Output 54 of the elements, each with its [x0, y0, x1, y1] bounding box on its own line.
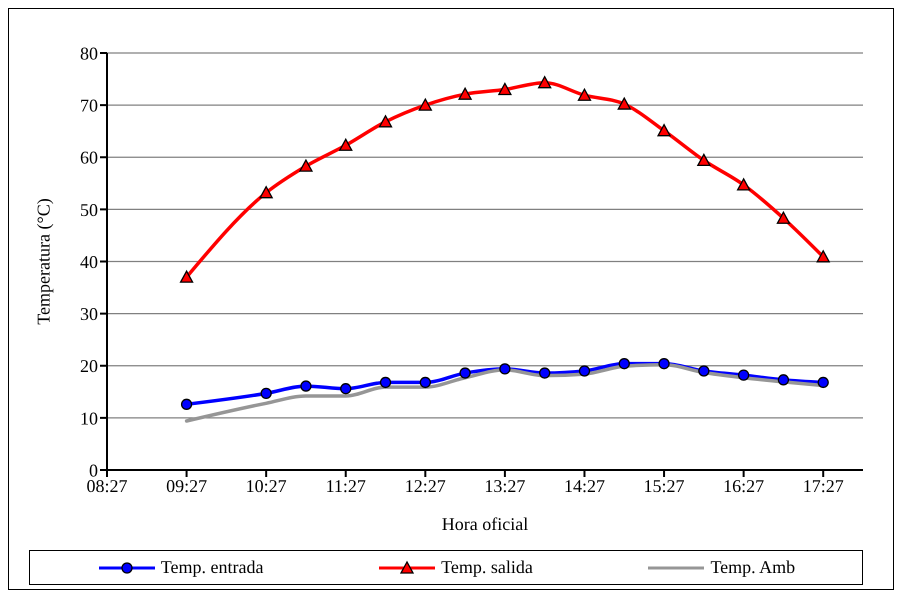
legend-label: Temp. Amb	[710, 557, 796, 578]
point	[260, 388, 272, 400]
point	[299, 159, 313, 172]
y-tick-label: 70	[80, 96, 98, 116]
point	[380, 376, 392, 388]
point	[698, 365, 710, 377]
legend-label: Temp. entrada	[160, 557, 264, 578]
point	[618, 97, 631, 110]
y-tick-label: 50	[80, 200, 98, 220]
x-axis-title: Hora oficial	[442, 514, 528, 534]
point	[776, 212, 790, 224]
x-tick-label: 12:27	[404, 476, 446, 496]
point	[657, 124, 671, 136]
point	[499, 363, 511, 375]
point	[618, 358, 630, 370]
legend-label: Temp. salida	[441, 557, 533, 578]
point	[260, 186, 273, 198]
point	[180, 270, 194, 283]
x-tick-label: 16:27	[723, 476, 764, 496]
point	[697, 154, 710, 166]
x-tick-label: 09:27	[166, 476, 208, 496]
y-tick-label: 80	[80, 43, 98, 64]
y-tick-label: 30	[80, 304, 98, 324]
point	[339, 138, 352, 151]
y-axis-title: Temperatura (°C)	[33, 198, 54, 325]
point	[418, 98, 432, 111]
point	[538, 76, 552, 88]
point	[300, 380, 312, 392]
point	[778, 374, 790, 386]
point	[816, 250, 830, 262]
point	[578, 365, 590, 377]
x-tick-label: 14:27	[564, 476, 605, 496]
point	[498, 82, 512, 96]
x-tick-label: 11:27	[326, 476, 366, 496]
point	[180, 398, 192, 410]
x-tick-label: 17:27	[802, 476, 844, 496]
point	[818, 376, 829, 388]
x-tick-label: 15:27	[644, 476, 685, 496]
point	[420, 376, 431, 388]
point	[738, 369, 750, 381]
y-tick-label: 20	[80, 356, 98, 376]
point	[459, 367, 471, 379]
point	[736, 178, 750, 191]
point	[340, 383, 352, 394]
x-tick-label: 13:27	[484, 476, 526, 496]
point	[658, 358, 670, 370]
point	[458, 88, 472, 100]
y-tick-label: 60	[80, 148, 98, 168]
point	[578, 88, 592, 101]
y-tick-label: 40	[80, 252, 98, 272]
point	[378, 115, 392, 128]
y-tick-label: 10	[80, 408, 98, 428]
point	[539, 367, 550, 379]
x-tick-label: 10:27	[246, 476, 287, 496]
